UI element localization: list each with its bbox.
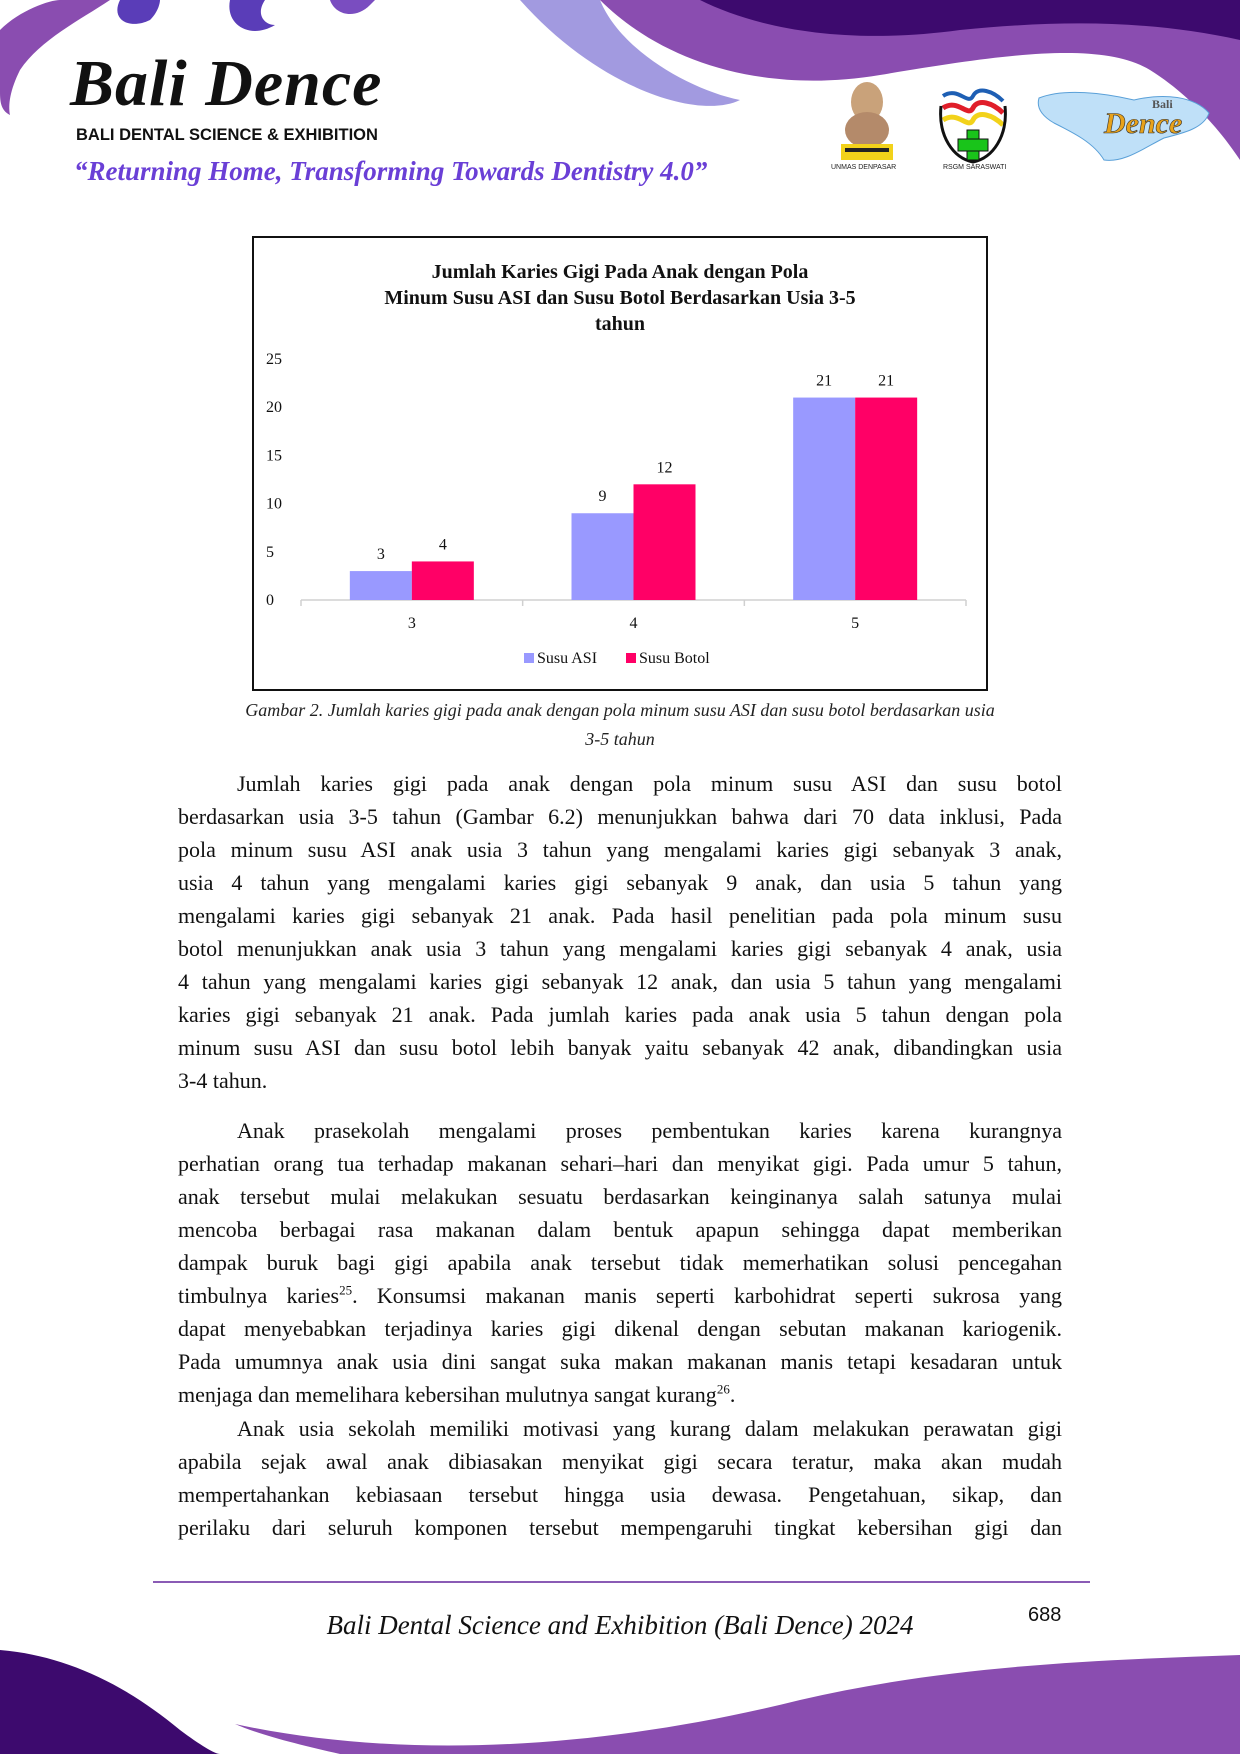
data-label: 9 [599,488,607,505]
x-tick-label: 5 [851,615,859,632]
bar-susu-botol [855,397,918,600]
text-segment: timbulnya karies [178,1283,340,1308]
text-line: mencoba berbagai rasa makanan dalam bent… [178,1217,1062,1242]
legend-swatch [524,653,534,663]
data-label: 21 [878,373,894,390]
citation-superscript: 25 [339,1282,353,1298]
y-tick-label: 10 [266,496,282,513]
legend-label: Susu ASI [537,650,597,667]
text-line: minum susu ASI dan susu botol lebih bany… [178,1035,1062,1060]
text-line: dapat menyebabkan terjadinya karies gigi… [178,1316,1062,1341]
svg-text:Bali: Bali [1152,97,1173,111]
rsgm-emblem-icon [939,88,1007,164]
x-tick-label: 4 [630,615,638,632]
bar-susu-asi [571,513,634,600]
svg-text:Dence: Dence [1103,107,1182,140]
footer-wave-decoration [0,1650,1240,1754]
caption-line-2: 3-5 tahun [585,729,655,749]
text-segment: menjaga dan memelihara kebersihan mulutn… [178,1382,717,1407]
paragraph-3: Anak usia sekolah memiliki motivasi yang… [178,1412,1062,1544]
bar-susu-asi [793,397,856,600]
text-line: botol menunjukkan anak usia 3 tahun yang… [178,936,1062,961]
chart-title-line: Jumlah Karies Gigi Pada Anak dengan Pola [432,261,809,283]
y-tick-label: 25 [266,351,282,368]
text-line: karies gigi sebanyak 21 anak. Pada jumla… [178,1002,1062,1027]
rsgm-saraswati-logo: RSGM SARASWATI [933,86,1013,176]
unmas-caption: UNMAS DENPASAR [831,164,897,171]
text-line: perilaku dari seluruh komponen tersebut … [178,1515,1062,1540]
paragraph-2: Anak prasekolah mengalami proses pembent… [178,1114,1062,1411]
text-line: perhatian orang tua terhadap makanan seh… [178,1151,1062,1176]
bar-susu-botol [633,484,696,600]
chart-title-line: tahun [595,313,645,335]
text-line: Pada umumnya anak usia dini sangat suka … [178,1349,1062,1374]
paragraph-1: Jumlah karies gigi pada anak dengan pola… [178,767,1062,1097]
text-line: mempertahankan kebiasaan tersebut hingga… [178,1482,1062,1507]
text-line: menjaga dan memelihara kebersihan mulutn… [178,1378,1062,1411]
rsgm-caption: RSGM SARASWATI [943,164,1007,171]
data-label: 21 [816,373,832,390]
text-line: pola minum susu ASI anak usia 3 tahun ya… [178,837,1062,862]
legend-label: Susu Botol [639,650,710,667]
bali-dence-logo: Dence Bali [1034,88,1214,168]
data-label: 3 [377,546,385,563]
text-line: 3-4 tahun. [178,1068,268,1093]
bar-susu-botol [411,561,474,600]
y-tick-label: 15 [266,447,282,464]
brand-tagline: “Returning Home, Transforming Towards De… [74,156,708,186]
text-segment: . [729,1382,736,1407]
footer-text: Bali Dental Science and Exhibition (Bali… [326,1610,914,1640]
caption-line-1: Gambar 2. Jumlah karies gigi pada anak d… [245,700,995,720]
text-line: usia 4 tahun yang mengalami karies gigi … [178,870,1062,895]
bar-chart: Jumlah Karies Gigi Pada Anak dengan Pola… [266,261,967,667]
footer-divider [153,1581,1090,1583]
unmas-denpasar-logo: UNMAS DENPASAR [827,74,907,174]
header-wave-decoration [0,0,1240,160]
y-tick-label: 0 [266,592,274,609]
bali-island-map-icon: Dence Bali [1037,91,1210,161]
bar-susu-asi [349,571,412,600]
chart-title-line: Minum Susu ASI dan Susu Botol Berdasarka… [384,287,855,309]
chart-frame: Jumlah Karies Gigi Pada Anak dengan Pola… [252,236,988,691]
citation-superscript: 26 [716,1381,730,1397]
text-line: berdasarkan usia 3-5 tahun (Gambar 6.2) … [178,804,1062,829]
y-tick-label: 20 [266,399,282,416]
figure-caption: Gambar 2. Jumlah karies gigi pada anak d… [170,696,1070,754]
text-line: 4 tahun yang mengalami karies gigi seban… [178,969,1062,994]
brand-title: Bali Dence [70,47,383,120]
x-tick-label: 3 [408,615,416,632]
data-label: 12 [657,459,673,476]
text-line: Anak usia sekolah memiliki motivasi yang… [237,1416,1062,1441]
y-tick-label: 5 [266,544,274,561]
data-label: 4 [439,536,447,553]
ganesha-icon [841,82,893,160]
page-number: 688 [1028,1604,1062,1626]
text-line: apabila sejak awal anak dibiasakan menyi… [178,1449,1062,1474]
text-line: mengalami karies gigi sebanyak 21 anak. … [178,903,1062,928]
text-line: Jumlah karies gigi pada anak dengan pola… [237,771,1062,796]
legend-swatch [626,653,636,663]
text-segment: . Konsumsi makanan manis seperti karbohi… [352,1283,1062,1308]
text-line: timbulnya karies25. Konsumsi makanan man… [178,1279,1062,1312]
text-line: dampak buruk bagi gigi apabila anak ters… [178,1250,1062,1275]
brand-subtitle: BALI DENTAL SCIENCE & EXHIBITION [76,126,378,144]
text-line: anak tersebut mulai melakukan sesuatu be… [178,1184,1062,1209]
text-line: Anak prasekolah mengalami proses pembent… [237,1118,1062,1143]
